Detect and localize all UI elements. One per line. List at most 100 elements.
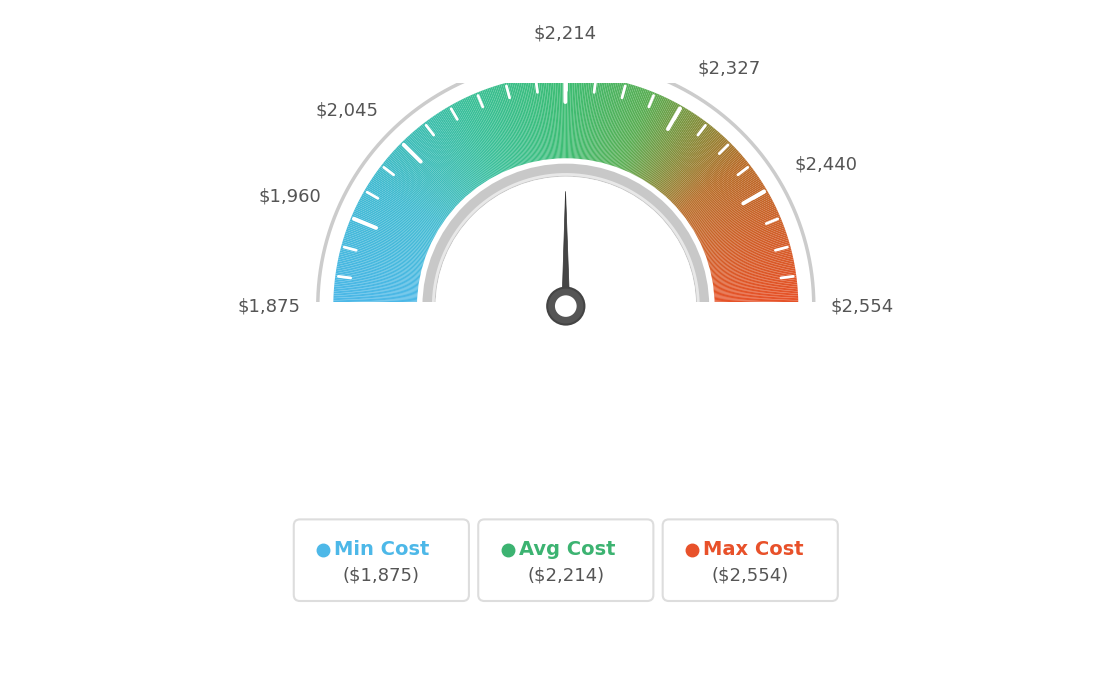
- Wedge shape: [364, 188, 439, 233]
- Wedge shape: [690, 181, 762, 228]
- Wedge shape: [444, 108, 490, 181]
- Wedge shape: [619, 90, 651, 170]
- Wedge shape: [655, 121, 707, 190]
- Wedge shape: [597, 80, 616, 164]
- Wedge shape: [383, 161, 450, 215]
- Wedge shape: [687, 173, 757, 223]
- Wedge shape: [380, 166, 448, 218]
- Wedge shape: [359, 199, 435, 239]
- Wedge shape: [539, 77, 550, 161]
- Wedge shape: [516, 80, 534, 164]
- Wedge shape: [625, 95, 661, 172]
- Wedge shape: [443, 109, 489, 182]
- Wedge shape: [390, 153, 455, 210]
- Wedge shape: [524, 79, 541, 162]
- Wedge shape: [700, 211, 778, 247]
- Wedge shape: [368, 184, 440, 230]
- Wedge shape: [477, 92, 510, 171]
- Wedge shape: [592, 79, 609, 162]
- Wedge shape: [335, 283, 420, 293]
- Wedge shape: [637, 104, 679, 179]
- Bar: [295, 302, 837, 368]
- Wedge shape: [378, 169, 447, 220]
- Wedge shape: [338, 261, 422, 279]
- Wedge shape: [351, 216, 431, 250]
- Wedge shape: [333, 304, 418, 306]
- Text: ($2,214): ($2,214): [528, 566, 604, 584]
- Wedge shape: [669, 141, 730, 203]
- Wedge shape: [335, 277, 420, 289]
- Wedge shape: [348, 223, 428, 255]
- Text: Min Cost: Min Cost: [335, 540, 429, 560]
- Wedge shape: [585, 77, 598, 161]
- Circle shape: [548, 288, 584, 324]
- Wedge shape: [712, 273, 796, 286]
- Wedge shape: [375, 172, 446, 222]
- Wedge shape: [336, 273, 420, 286]
- Wedge shape: [698, 204, 775, 243]
- Wedge shape: [572, 75, 576, 160]
- Wedge shape: [590, 78, 606, 162]
- Wedge shape: [394, 149, 458, 208]
- Wedge shape: [713, 302, 798, 305]
- Wedge shape: [703, 224, 784, 255]
- Wedge shape: [386, 157, 453, 213]
- Wedge shape: [335, 286, 420, 295]
- Wedge shape: [402, 141, 463, 203]
- Wedge shape: [606, 83, 630, 166]
- Wedge shape: [691, 186, 765, 230]
- Wedge shape: [355, 206, 433, 244]
- Wedge shape: [668, 139, 728, 201]
- Wedge shape: [446, 107, 491, 181]
- Wedge shape: [534, 77, 548, 161]
- Wedge shape: [709, 248, 792, 271]
- Wedge shape: [337, 266, 421, 282]
- Wedge shape: [627, 97, 665, 174]
- Wedge shape: [362, 193, 437, 235]
- Wedge shape: [705, 233, 787, 261]
- Wedge shape: [482, 90, 513, 170]
- Wedge shape: [712, 286, 797, 295]
- Wedge shape: [704, 230, 786, 259]
- Wedge shape: [408, 135, 467, 199]
- Wedge shape: [639, 106, 684, 180]
- Wedge shape: [712, 279, 797, 290]
- Wedge shape: [336, 270, 421, 284]
- Wedge shape: [693, 192, 768, 235]
- Wedge shape: [599, 81, 620, 164]
- Wedge shape: [417, 127, 473, 193]
- Wedge shape: [571, 75, 575, 160]
- Wedge shape: [712, 281, 797, 291]
- Wedge shape: [713, 293, 798, 299]
- Wedge shape: [333, 293, 418, 299]
- Wedge shape: [709, 250, 792, 272]
- Wedge shape: [344, 235, 426, 262]
- Wedge shape: [360, 197, 436, 237]
- Text: Avg Cost: Avg Cost: [519, 540, 615, 560]
- Wedge shape: [660, 128, 715, 194]
- Wedge shape: [336, 272, 421, 286]
- Wedge shape: [711, 268, 796, 283]
- Wedge shape: [519, 79, 537, 163]
- Wedge shape: [679, 157, 745, 213]
- Wedge shape: [664, 134, 722, 198]
- Wedge shape: [608, 85, 634, 166]
- Wedge shape: [643, 109, 689, 182]
- Wedge shape: [640, 107, 686, 181]
- Wedge shape: [341, 247, 424, 270]
- Wedge shape: [584, 77, 597, 161]
- Wedge shape: [333, 297, 418, 302]
- Wedge shape: [654, 120, 705, 189]
- Wedge shape: [342, 241, 424, 266]
- Wedge shape: [708, 241, 789, 266]
- Text: $2,440: $2,440: [795, 155, 858, 174]
- Wedge shape: [338, 259, 422, 277]
- Wedge shape: [672, 147, 735, 206]
- Wedge shape: [570, 75, 573, 160]
- Wedge shape: [667, 138, 726, 200]
- Wedge shape: [371, 179, 443, 227]
- Wedge shape: [591, 79, 607, 162]
- Wedge shape: [379, 168, 448, 219]
- Wedge shape: [454, 103, 496, 178]
- Wedge shape: [617, 90, 648, 169]
